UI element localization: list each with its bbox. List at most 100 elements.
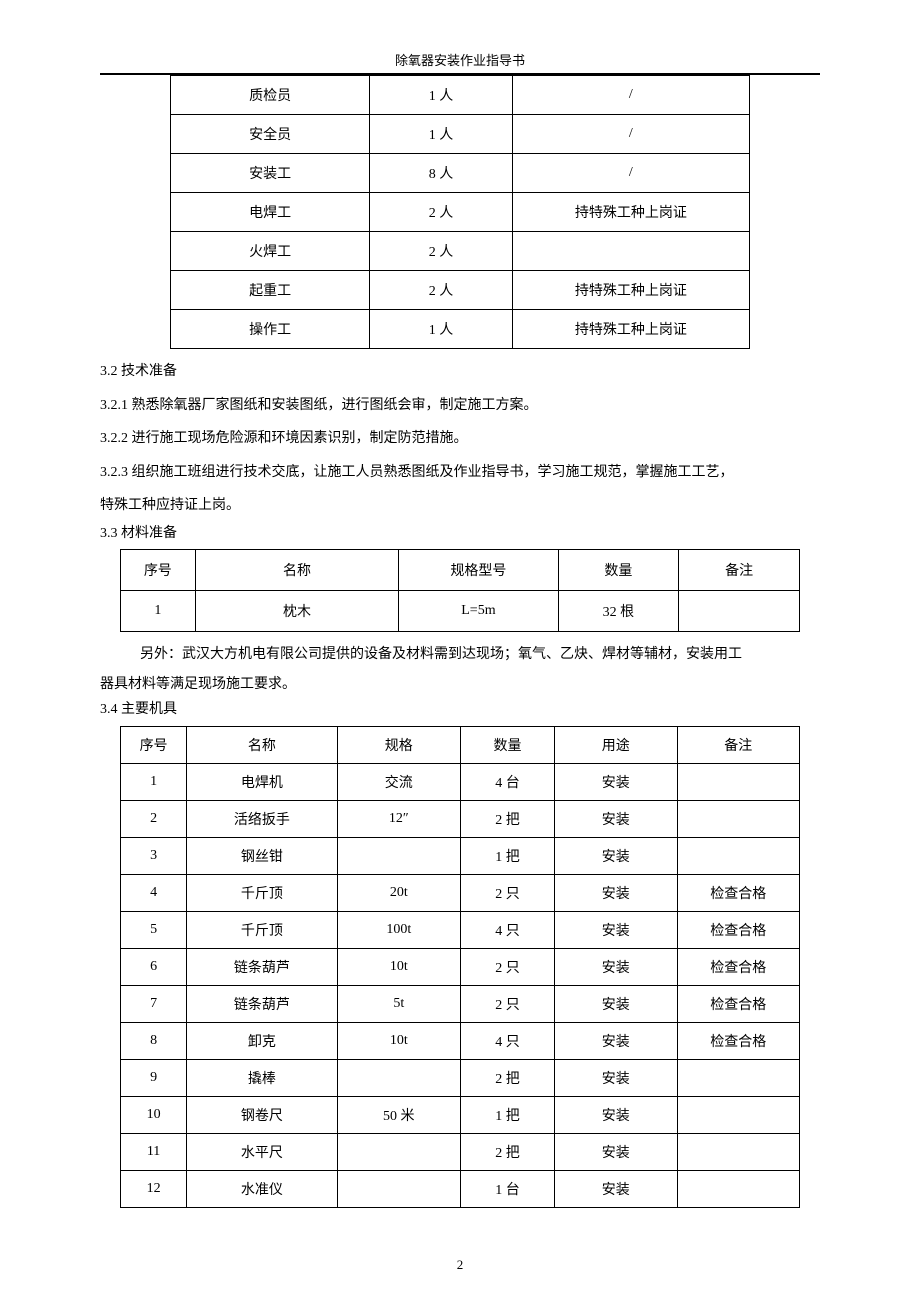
cell-use: 安装 (555, 837, 677, 874)
col-use: 用途 (555, 726, 677, 763)
table-row: 1电焊机交流4 台安装 (121, 763, 800, 800)
cell-qty: 4 只 (460, 1022, 554, 1059)
cell-name: 电焊机 (187, 763, 338, 800)
cell-spec (337, 1059, 460, 1096)
cell-qty: 2 只 (460, 985, 554, 1022)
table-row: 12水准仪1 台安装 (121, 1170, 800, 1207)
cell-note: 持特殊工种上岗证 (512, 271, 749, 310)
table-row: 7链条葫芦5t2 只安装检查合格 (121, 985, 800, 1022)
cell-note: 检查合格 (677, 985, 799, 1022)
col-name: 名称 (187, 726, 338, 763)
table-row: 电焊工2 人持特殊工种上岗证 (171, 193, 750, 232)
cell-note: 检查合格 (677, 874, 799, 911)
cell-use: 安装 (555, 948, 677, 985)
materials-note-line2: 器具材料等满足现场施工要求。 (100, 671, 820, 699)
cell-qty: 1 把 (460, 1096, 554, 1133)
personnel-table: 质检员1 人/安全员1 人/安装工8 人/电焊工2 人持特殊工种上岗证火焊工2 … (170, 75, 750, 349)
table-row: 8卸克10t4 只安装检查合格 (121, 1022, 800, 1059)
page-number: 2 (0, 1257, 920, 1273)
cell-seq: 12 (121, 1170, 187, 1207)
table-row: 火焊工2 人 (171, 232, 750, 271)
cell-seq: 5 (121, 911, 187, 948)
page-header-title: 除氧器安装作业指导书 (100, 50, 820, 69)
col-spec: 规格 (337, 726, 460, 763)
cell-note: 检查合格 (677, 948, 799, 985)
col-qty: 数量 (460, 726, 554, 763)
cell-qty: 2 把 (460, 800, 554, 837)
cell-spec (337, 837, 460, 874)
cell-use: 安装 (555, 763, 677, 800)
section-3-3-heading: 3.3 材料准备 (100, 523, 820, 545)
cell-note (677, 800, 799, 837)
cell-name: 水准仪 (187, 1170, 338, 1207)
cell-seq: 4 (121, 874, 187, 911)
cell-qty: 4 台 (460, 763, 554, 800)
cell-role: 电焊工 (171, 193, 370, 232)
cell-spec: 100t (337, 911, 460, 948)
cell-qty: 4 只 (460, 911, 554, 948)
cell-use: 安装 (555, 1022, 677, 1059)
col-seq: 序号 (121, 726, 187, 763)
cell-note: / (512, 154, 749, 193)
paragraph-3-2-2: 3.2.2 进行施工现场危险源和环境因素识别，制定防范措施。 (100, 422, 820, 456)
col-qty: 数量 (558, 550, 679, 591)
cell-spec: 50 米 (337, 1096, 460, 1133)
cell-role: 起重工 (171, 271, 370, 310)
cell-name: 千斤顶 (187, 874, 338, 911)
cell-role: 质检员 (171, 76, 370, 115)
paragraph-3-2-3-line1: 3.2.3 组织施工班组进行技术交底，让施工人员熟悉图纸及作业指导书，学习施工规… (100, 456, 820, 490)
cell-count: 1 人 (370, 76, 512, 115)
cell-qty: 2 把 (460, 1133, 554, 1170)
table-row: 安装工8 人/ (171, 154, 750, 193)
cell-role: 火焊工 (171, 232, 370, 271)
table-row: 安全员1 人/ (171, 115, 750, 154)
table-row: 3钢丝钳1 把安装 (121, 837, 800, 874)
cell-note (677, 1170, 799, 1207)
cell-seq: 9 (121, 1059, 187, 1096)
cell-note: 持特殊工种上岗证 (512, 193, 749, 232)
cell-note: 检查合格 (677, 1022, 799, 1059)
cell-spec: 10t (337, 1022, 460, 1059)
cell-spec (337, 1170, 460, 1207)
materials-table: 序号 名称 规格型号 数量 备注 1枕木L=5m32 根 (120, 549, 800, 632)
table-row: 起重工2 人持特殊工种上岗证 (171, 271, 750, 310)
cell-use: 安装 (555, 1096, 677, 1133)
cell-use: 安装 (555, 911, 677, 948)
table-row: 11水平尺2 把安装 (121, 1133, 800, 1170)
table-header-row: 序号 名称 规格 数量 用途 备注 (121, 726, 800, 763)
col-note: 备注 (677, 726, 799, 763)
cell-note (677, 763, 799, 800)
cell-name: 钢丝钳 (187, 837, 338, 874)
cell-count: 8 人 (370, 154, 512, 193)
table-header-row: 序号 名称 规格型号 数量 备注 (121, 550, 800, 591)
cell-seq: 1 (121, 591, 196, 632)
cell-spec: 10t (337, 948, 460, 985)
cell-spec: L=5m (399, 591, 558, 632)
cell-use: 安装 (555, 1170, 677, 1207)
table-row: 6链条葫芦10t2 只安装检查合格 (121, 948, 800, 985)
cell-seq: 3 (121, 837, 187, 874)
cell-note (677, 1133, 799, 1170)
cell-name: 千斤顶 (187, 911, 338, 948)
cell-seq: 2 (121, 800, 187, 837)
cell-spec: 交流 (337, 763, 460, 800)
table-row: 9撬棒2 把安装 (121, 1059, 800, 1096)
col-seq: 序号 (121, 550, 196, 591)
table-row: 4千斤顶20t2 只安装检查合格 (121, 874, 800, 911)
table-row: 5千斤顶100t4 只安装检查合格 (121, 911, 800, 948)
cell-count: 1 人 (370, 310, 512, 349)
cell-spec: 5t (337, 985, 460, 1022)
cell-name: 水平尺 (187, 1133, 338, 1170)
cell-note: 持特殊工种上岗证 (512, 310, 749, 349)
cell-seq: 6 (121, 948, 187, 985)
cell-seq: 1 (121, 763, 187, 800)
table-row: 操作工1 人持特殊工种上岗证 (171, 310, 750, 349)
cell-seq: 11 (121, 1133, 187, 1170)
cell-seq: 10 (121, 1096, 187, 1133)
cell-note (677, 1096, 799, 1133)
cell-name: 枕木 (195, 591, 399, 632)
cell-spec: 20t (337, 874, 460, 911)
cell-note (679, 591, 800, 632)
cell-name: 链条葫芦 (187, 948, 338, 985)
cell-qty: 2 只 (460, 948, 554, 985)
